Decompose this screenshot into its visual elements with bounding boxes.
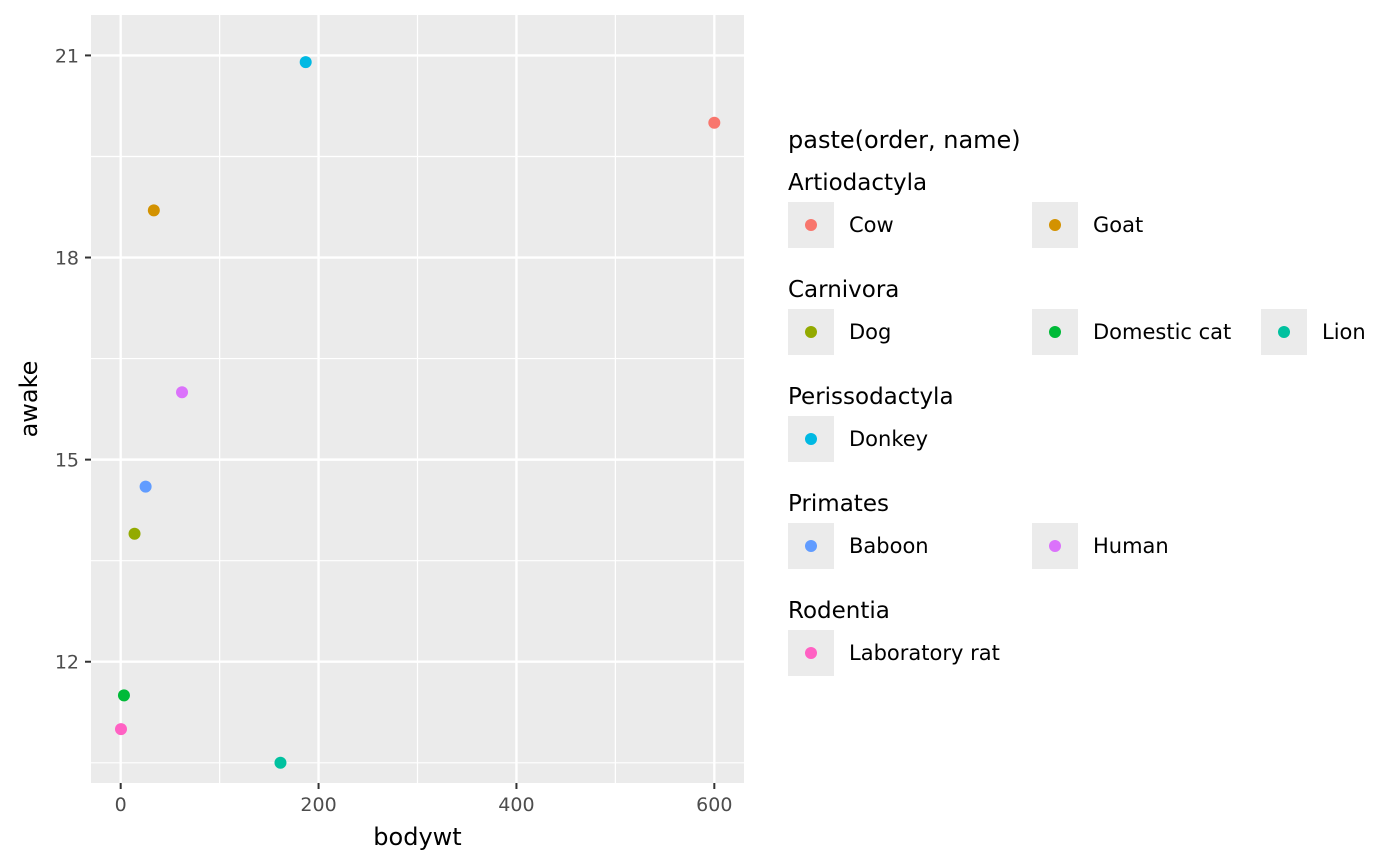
- legend-key-point: [805, 433, 817, 445]
- legend-key-point: [805, 219, 817, 231]
- data-point: [176, 386, 189, 399]
- minor-gridlines: [91, 15, 744, 783]
- y-tick-label: 15: [55, 450, 79, 472]
- legend-item-label: Laboratory rat: [849, 641, 1000, 665]
- legend-group-title: Artiodactyla: [788, 170, 927, 196]
- legend-group-title: Perissodactyla: [788, 384, 954, 410]
- major-gridlines: [91, 15, 744, 783]
- y-axis-ticks: 12 15 18 21: [55, 45, 91, 674]
- legend-key-point: [1049, 540, 1061, 552]
- y-axis-title: awake: [15, 361, 43, 438]
- data-point: [299, 56, 312, 69]
- legend-title: paste(order, name): [788, 126, 1021, 154]
- data-point: [147, 204, 160, 217]
- legend-group-title: Primates: [788, 491, 889, 517]
- legend-item-label: Baboon: [849, 534, 929, 558]
- legend-key-point: [805, 326, 817, 338]
- data-point: [117, 689, 130, 702]
- data-point: [128, 527, 141, 540]
- data-point: [139, 480, 152, 493]
- legend-key-point: [1049, 326, 1061, 338]
- x-axis-title: bodywt: [373, 823, 461, 851]
- x-tick-label: 400: [498, 794, 534, 816]
- x-tick-label: 0: [115, 794, 127, 816]
- data-point: [114, 723, 127, 736]
- legend-key-point: [805, 540, 817, 552]
- x-tick-label: 200: [300, 794, 336, 816]
- legend-key-point: [1278, 326, 1290, 338]
- x-tick-label: 600: [696, 794, 732, 816]
- legend-group-title: Carnivora: [788, 277, 899, 303]
- data-points: [114, 56, 721, 769]
- y-tick-label: 21: [55, 45, 79, 67]
- legend-item-label: Cow: [849, 213, 894, 237]
- data-point: [708, 116, 721, 129]
- legend-item-label: Domestic cat: [1093, 320, 1231, 344]
- legend-key-point: [805, 647, 817, 659]
- legend-item-label: Dog: [849, 320, 891, 344]
- legend-item-label: Lion: [1322, 320, 1366, 344]
- legend-item-label: Donkey: [849, 427, 928, 451]
- legend: paste(order, name) Artiodactyla Cow Goat Ca…: [788, 126, 1366, 676]
- data-point: [274, 756, 287, 769]
- y-tick-label: 18: [55, 248, 79, 270]
- x-axis-ticks: 0 200 400 600: [115, 783, 732, 816]
- legend-item-label: Goat: [1093, 213, 1143, 237]
- legend-item-label: Human: [1093, 534, 1169, 558]
- legend-key-point: [1049, 219, 1061, 231]
- legend-group-title: Rodentia: [788, 598, 890, 624]
- y-tick-label: 12: [55, 652, 79, 674]
